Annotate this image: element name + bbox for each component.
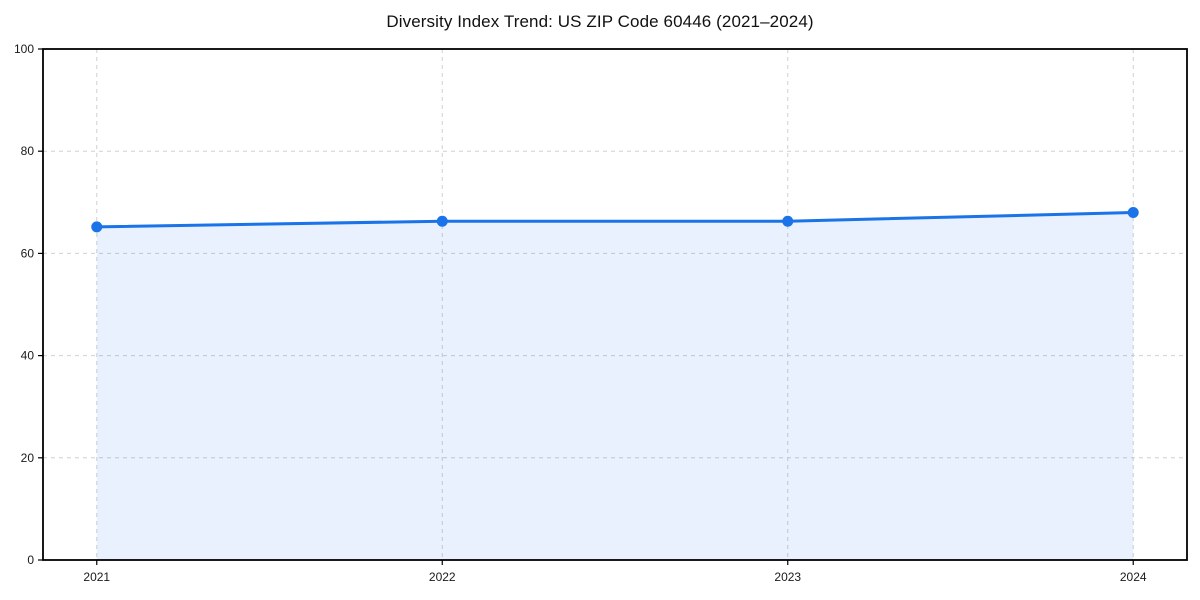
y-tick-label: 80 — [21, 144, 35, 158]
y-tick-label: 20 — [21, 451, 35, 465]
plot-area — [43, 49, 1187, 560]
data-point-2023 — [782, 215, 794, 227]
x-tick-label: 2023 — [774, 570, 801, 584]
y-tick-label: 60 — [21, 246, 35, 260]
y-tick-label: 100 — [14, 42, 34, 56]
data-point-2022 — [436, 215, 448, 227]
y-tick-label: 40 — [21, 349, 35, 363]
x-tick-label: 2021 — [83, 570, 110, 584]
trend-line — [95, 211, 1135, 229]
area-fill — [96, 212, 1134, 560]
x-tick-label: 2022 — [429, 570, 456, 584]
chart-title: Diversity Index Trend: US ZIP Code 60446… — [386, 12, 814, 31]
data-point-2021 — [91, 221, 103, 233]
data-point-2024 — [1127, 207, 1139, 219]
y-tick-label: 0 — [27, 553, 34, 567]
x-tick-label: 2024 — [1120, 570, 1147, 584]
plot-border — [42, 48, 1188, 561]
